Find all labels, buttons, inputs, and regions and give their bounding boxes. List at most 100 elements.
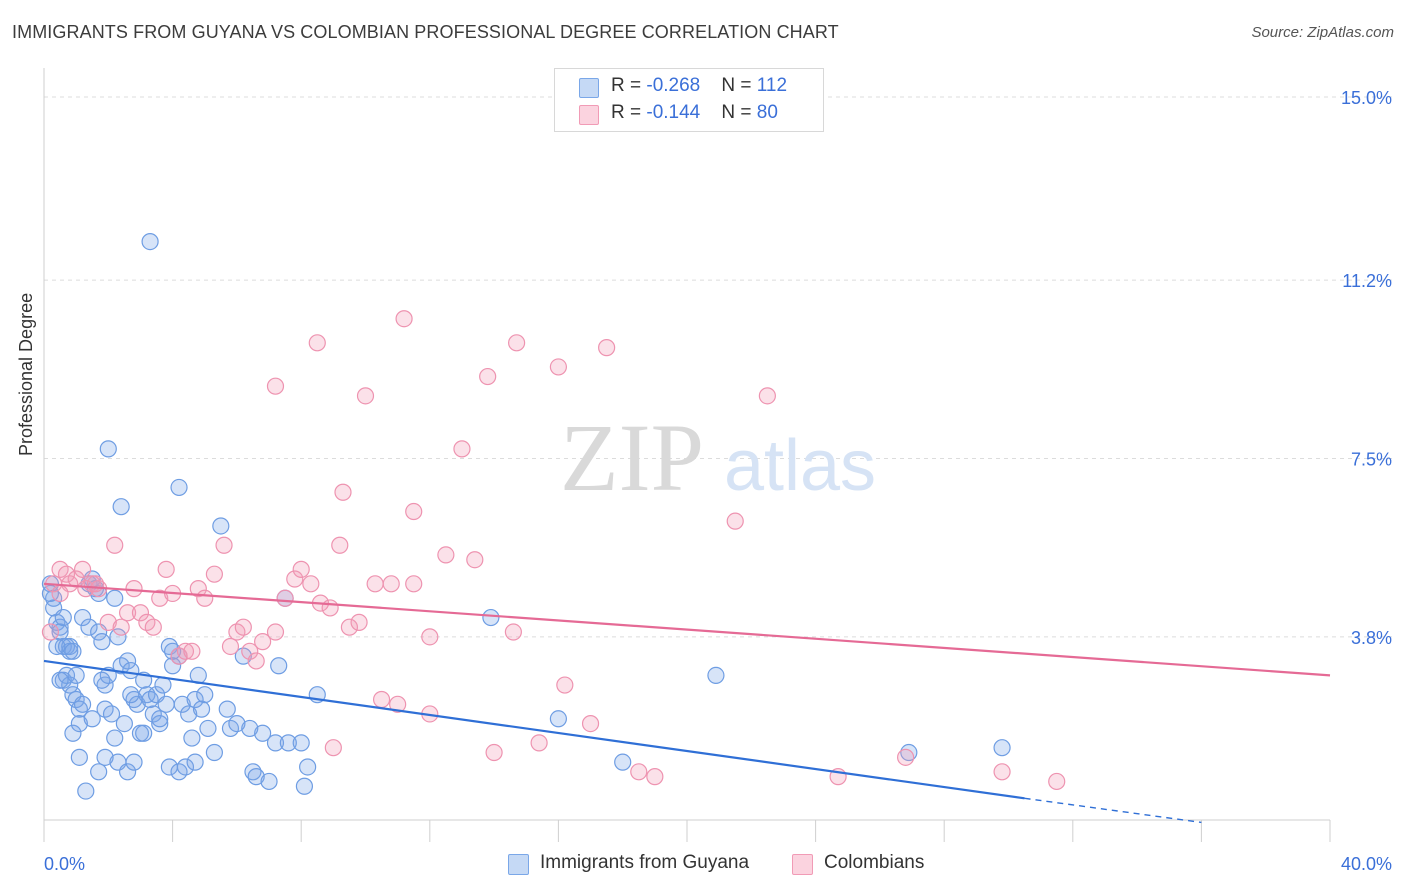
data-point-colombians bbox=[993, 763, 1011, 781]
data-point-colombians bbox=[549, 358, 568, 376]
legend-label-colombians: Colombians bbox=[824, 852, 925, 873]
data-point-guyana bbox=[54, 608, 72, 627]
stats-r-value-guyana: -0.268 bbox=[646, 75, 701, 96]
data-point-guyana bbox=[482, 608, 500, 627]
data-point-guyana bbox=[73, 695, 92, 713]
legend-swatch-colombians bbox=[792, 854, 813, 875]
source-label: Source: ZipAtlas.com bbox=[1251, 24, 1394, 41]
data-point-colombians bbox=[504, 623, 522, 641]
data-point-colombians bbox=[598, 339, 616, 357]
data-point-colombians bbox=[196, 589, 214, 607]
data-point-guyana bbox=[125, 753, 143, 771]
data-point-colombians bbox=[758, 387, 776, 405]
data-point-guyana bbox=[64, 724, 82, 742]
data-point-guyana bbox=[90, 763, 108, 781]
data-point-colombians bbox=[508, 334, 526, 352]
data-point-colombians bbox=[331, 536, 349, 554]
data-point-colombians bbox=[646, 768, 664, 786]
y-tick-label: 7.5% bbox=[1351, 450, 1392, 470]
data-point-colombians bbox=[118, 604, 137, 622]
data-point-colombians bbox=[292, 560, 310, 578]
data-point-guyana bbox=[173, 695, 191, 713]
data-point-guyana bbox=[135, 724, 153, 742]
data-point-guyana bbox=[141, 233, 159, 251]
data-point-guyana bbox=[270, 657, 288, 675]
data-point-guyana bbox=[122, 686, 140, 704]
data-point-guyana bbox=[115, 714, 133, 733]
data-point-colombians bbox=[1048, 772, 1066, 791]
data-point-guyana bbox=[260, 772, 278, 791]
data-point-colombians bbox=[389, 695, 407, 713]
data-point-colombians bbox=[51, 584, 69, 603]
data-point-colombians bbox=[334, 483, 352, 501]
stats-r-value-colombians: -0.144 bbox=[646, 102, 701, 123]
data-point-guyana bbox=[70, 714, 88, 733]
data-point-colombians bbox=[453, 440, 471, 458]
data-point-guyana bbox=[170, 478, 188, 497]
data-point-colombians bbox=[372, 690, 391, 709]
data-point-colombians bbox=[286, 570, 304, 588]
data-point-guyana bbox=[106, 729, 124, 747]
data-point-guyana bbox=[112, 498, 130, 516]
data-point-guyana bbox=[77, 782, 95, 800]
data-point-colombians bbox=[86, 575, 105, 593]
data-point-guyana bbox=[614, 753, 632, 771]
series-colombians-points bbox=[41, 310, 1066, 791]
data-point-colombians bbox=[205, 565, 223, 583]
data-point-guyana bbox=[61, 676, 79, 694]
data-point-guyana bbox=[196, 686, 214, 704]
data-point-colombians bbox=[405, 575, 423, 593]
data-point-guyana bbox=[241, 719, 259, 738]
stats-r-label: R = bbox=[611, 75, 647, 96]
data-point-colombians bbox=[125, 580, 143, 598]
data-point-guyana bbox=[73, 608, 92, 627]
data-point-colombians bbox=[321, 599, 339, 617]
data-point-colombians bbox=[308, 334, 326, 352]
trend-line-guyana bbox=[43, 659, 1025, 800]
data-point-guyana bbox=[83, 710, 101, 728]
data-point-colombians bbox=[405, 502, 423, 521]
data-point-guyana bbox=[157, 695, 175, 713]
data-point-colombians bbox=[395, 310, 413, 328]
data-point-colombians bbox=[324, 739, 342, 757]
tick-labels: 3.8% 7.5% 11.2% 15.0% 0.0% 40.0% bbox=[44, 88, 1392, 874]
data-point-colombians bbox=[726, 512, 744, 530]
data-point-guyana bbox=[48, 637, 66, 656]
stats-n-label: N = bbox=[721, 75, 757, 96]
data-point-colombians bbox=[437, 546, 455, 564]
y-axis-label: Professional Degree bbox=[16, 292, 36, 456]
data-point-colombians bbox=[556, 676, 574, 694]
data-point-colombians bbox=[131, 604, 150, 622]
data-point-colombians bbox=[157, 560, 175, 578]
data-point-guyana bbox=[151, 714, 169, 733]
data-point-guyana bbox=[99, 440, 117, 458]
y-tick-label: 15.0% bbox=[1341, 88, 1392, 108]
data-point-guyana bbox=[61, 637, 79, 656]
data-point-guyana bbox=[266, 734, 285, 752]
stats-r-label: R = bbox=[611, 102, 647, 123]
data-point-guyana bbox=[299, 758, 317, 776]
x-tick-label: 0.0% bbox=[44, 854, 85, 874]
data-point-colombians bbox=[151, 589, 169, 607]
data-point-colombians bbox=[266, 623, 285, 641]
data-point-colombians bbox=[276, 589, 294, 607]
stats-swatch-colombians bbox=[579, 105, 599, 125]
data-point-colombians bbox=[485, 743, 503, 762]
data-point-colombians bbox=[57, 565, 76, 583]
data-point-guyana bbox=[51, 671, 69, 689]
data-point-guyana bbox=[102, 705, 121, 723]
data-point-guyana bbox=[218, 700, 236, 718]
data-point-guyana bbox=[93, 671, 111, 689]
legend-swatch-guyana bbox=[508, 854, 529, 875]
data-point-colombians bbox=[340, 618, 359, 636]
data-point-colombians bbox=[356, 387, 375, 405]
data-point-colombians bbox=[112, 618, 130, 636]
chart-title: IMMIGRANTS FROM GUYANA VS COLOMBIAN PROF… bbox=[12, 22, 839, 42]
x-tick-label: 40.0% bbox=[1341, 854, 1392, 874]
data-point-colombians bbox=[382, 575, 400, 593]
watermark: ZIP atlas bbox=[560, 404, 876, 511]
data-point-guyana bbox=[106, 589, 124, 607]
data-point-guyana bbox=[205, 743, 223, 762]
data-point-colombians bbox=[530, 734, 548, 752]
